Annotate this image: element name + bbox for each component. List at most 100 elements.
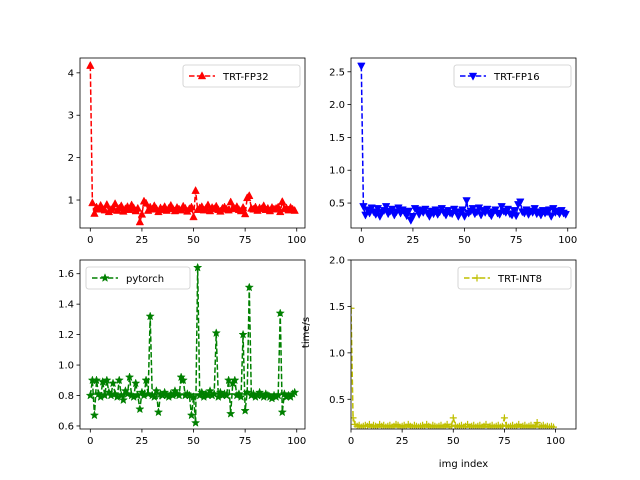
- data-point: [124, 372, 135, 382]
- x-tick-label: 75: [510, 235, 523, 246]
- legend-marker: [100, 273, 110, 282]
- data-point: [191, 185, 200, 194]
- data-point: [437, 205, 447, 214]
- data-point: [153, 407, 164, 417]
- data-point: [503, 205, 513, 214]
- data-point: [131, 378, 141, 388]
- x-axis-label: img index: [439, 459, 488, 470]
- data-point: [189, 212, 198, 221]
- subplot-trt-fp32: 0 25 50 75 100 1 2 3 4 TRT-FP32: [68, 57, 306, 246]
- series-line: [89, 267, 296, 423]
- x-tick-label: 100: [546, 436, 565, 447]
- data-point: [221, 390, 232, 400]
- axes-frame: [79, 57, 306, 229]
- data-point: [203, 200, 213, 209]
- data-point: [108, 378, 118, 388]
- legend: pytorch: [85, 266, 191, 290]
- x-tick-label: 50: [447, 436, 460, 447]
- legend-label: pytorch: [126, 274, 164, 285]
- y-tick-label: 2: [68, 153, 74, 164]
- data-point: [533, 419, 541, 426]
- data-point: [373, 205, 383, 214]
- data-point: [135, 404, 145, 414]
- x-tick-label: 0: [87, 235, 93, 246]
- data-point: [86, 60, 95, 69]
- data-point: [100, 205, 109, 214]
- legend-frame: [85, 266, 191, 290]
- data-point: [547, 212, 556, 221]
- y-tick-label: 2.5: [329, 67, 345, 78]
- data-point: [102, 199, 112, 208]
- plot-area: [357, 62, 570, 225]
- data-point: [483, 205, 492, 214]
- data-point: [351, 414, 357, 422]
- data-point: [190, 417, 201, 427]
- x-tick-label: 25: [136, 235, 149, 246]
- data-point: [197, 387, 207, 397]
- legend: TRT-FP32: [182, 64, 301, 88]
- data-point: [277, 407, 287, 417]
- data-point: [240, 209, 250, 218]
- data-point: [135, 217, 145, 226]
- x-tick-label: 50: [458, 235, 471, 246]
- data-point: [236, 392, 246, 401]
- y-tick-label: 0.8: [58, 391, 74, 402]
- y-tick-label: 1.5: [329, 133, 345, 144]
- legend-marker: [473, 274, 481, 282]
- y-tick-label: 0.5: [329, 395, 345, 406]
- data-point: [230, 375, 240, 385]
- data-point: [145, 311, 155, 321]
- data-point: [273, 390, 283, 400]
- data-point: [357, 62, 366, 71]
- data-point: [143, 389, 153, 398]
- x-tick-label: 25: [136, 436, 149, 447]
- data-point: [186, 410, 197, 420]
- data-point: [290, 205, 299, 214]
- y-tick-label: 3: [68, 111, 74, 122]
- data-point: [458, 206, 467, 215]
- axes-frame: [350, 57, 577, 229]
- plot-area: [85, 262, 300, 427]
- x-tick-label: 0: [87, 436, 93, 447]
- legend-label: TRT-FP16: [493, 72, 540, 83]
- data-point: [509, 207, 519, 216]
- legend: TRT-FP16: [453, 64, 572, 88]
- data-point: [192, 262, 203, 272]
- data-point: [88, 198, 97, 207]
- legend-frame: [182, 64, 301, 88]
- data-point: [178, 375, 188, 385]
- y-tick-label: 2.0: [329, 100, 345, 111]
- data-point: [404, 207, 413, 216]
- data-point: [137, 209, 147, 218]
- y-tick-label: 1.0: [329, 166, 345, 177]
- data-point: [133, 203, 142, 212]
- data-point: [226, 197, 235, 206]
- plot-area: [351, 304, 557, 429]
- data-point: [550, 423, 557, 429]
- data-point: [381, 203, 391, 212]
- data-point: [561, 211, 570, 219]
- data-point: [141, 375, 151, 385]
- y-tick-label: 0.6: [58, 421, 74, 432]
- y-tick-label: 2.0: [329, 256, 345, 267]
- data-point: [211, 328, 221, 338]
- data-point: [531, 422, 539, 429]
- legend-marker: [468, 72, 478, 81]
- x-tick-label: 0: [348, 436, 354, 447]
- x-tick-label: 25: [407, 235, 420, 246]
- subplot-trt-fp16: 0 25 50 75 100 0.5 1.0 1.5 2.0 2.5 TRT-FP16: [329, 57, 577, 246]
- x-tick-label: 50: [187, 436, 200, 447]
- data-point: [511, 212, 521, 221]
- data-point: [245, 191, 254, 199]
- data-point: [278, 196, 287, 205]
- data-point: [118, 395, 129, 405]
- legend-marker: [197, 71, 207, 80]
- x-tick-label: 50: [187, 235, 200, 246]
- y-tick-label: 1.4: [58, 300, 74, 311]
- x-tick-label: 75: [239, 436, 252, 447]
- legend-label: TRT-INT8: [497, 274, 542, 285]
- data-point: [421, 205, 430, 214]
- subplot-pytorch: 0 25 50 75 100 0.6 0.8 1.0 1.2 1.4 1.6 pytorch: [58, 259, 306, 447]
- legend-frame: [453, 64, 572, 88]
- x-tick-label: 100: [287, 235, 306, 246]
